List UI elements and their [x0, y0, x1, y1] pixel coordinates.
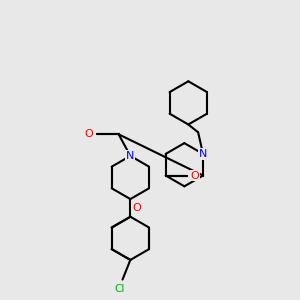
Text: N: N: [199, 149, 207, 159]
Text: Cl: Cl: [114, 284, 125, 294]
Text: N: N: [126, 151, 135, 161]
Text: O: O: [85, 129, 94, 139]
Text: O: O: [132, 203, 141, 213]
Text: O: O: [191, 170, 200, 181]
